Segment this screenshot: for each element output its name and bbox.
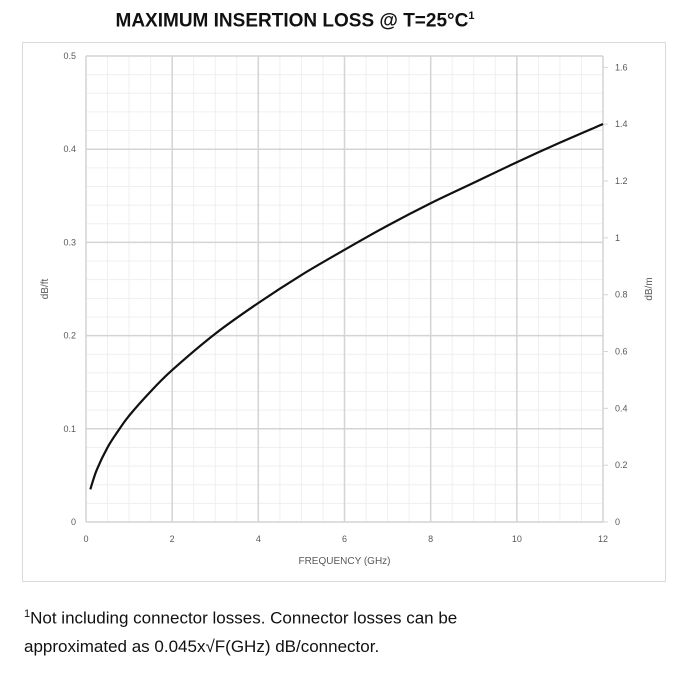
y-tick-label: 0.5: [63, 51, 76, 61]
series-line: [89, 123, 604, 490]
y-tick-label: 0.4: [63, 144, 76, 154]
chart-title: MAXIMUM INSERTION LOSS @ T=25°C1: [115, 10, 475, 32]
y2-tick-label: 0.8: [615, 290, 628, 300]
y2-tick-label: 0.6: [615, 347, 628, 357]
footnote-line-1: 1Not including connector losses. Connect…: [24, 608, 458, 628]
y-tick-label: 0.2: [63, 331, 76, 341]
y2-tick-label: 0: [615, 517, 620, 527]
x-tick-label: 8: [428, 534, 433, 544]
y2-tick-label: 1.6: [615, 62, 628, 72]
y-tick-label: 0.1: [63, 424, 76, 434]
x-tick-label: 10: [512, 534, 522, 544]
chart-frame: [22, 42, 666, 582]
x-tick-label: 4: [256, 534, 261, 544]
y2-tick-label: 1.2: [615, 176, 628, 186]
x-axis-label: FREQUENCY (GHz): [298, 556, 390, 567]
x-tick-label: 12: [598, 534, 608, 544]
footnote-line-2: approximated as 0.045x√F(GHz) dB/connect…: [24, 637, 380, 656]
y2-tick-label: 0.4: [615, 403, 628, 413]
y2-tick-label: 1: [615, 233, 620, 243]
y2-axis-label: dB/m: [644, 277, 655, 300]
y-tick-label: 0: [71, 517, 76, 527]
x-tick-label: 6: [342, 534, 347, 544]
y2-tick-label: 1.4: [615, 119, 628, 129]
y2-tick-label: 0.2: [615, 460, 628, 470]
x-tick-label: 0: [83, 534, 88, 544]
x-tick-label: 2: [170, 534, 175, 544]
y-tick-label: 0.3: [63, 237, 76, 247]
y-axis-label: dB/ft: [40, 279, 51, 300]
